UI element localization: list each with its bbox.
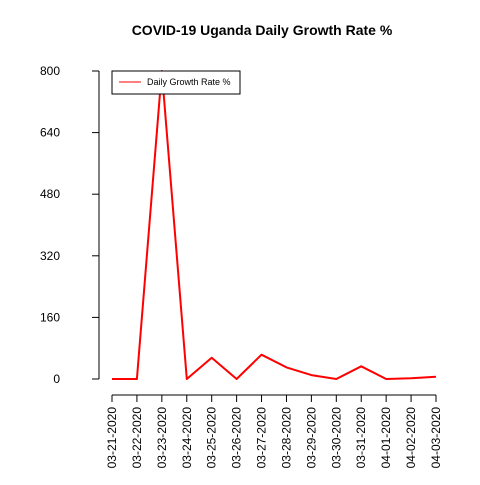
y-axis: 0 160 320 480 640 800 <box>40 64 99 386</box>
series-line <box>112 71 436 379</box>
x-axis: 03-21-2020 03-22-2020 03-23-2020 03-24-2020… <box>105 395 443 468</box>
legend: Daily Growth Rate % <box>112 71 240 94</box>
x-tick-label: 03-29-2020 <box>304 407 318 469</box>
y-tick-label: 480 <box>40 187 60 201</box>
x-tick-label: 03-24-2020 <box>180 407 194 469</box>
x-tick-label: 03-31-2020 <box>354 407 368 469</box>
y-tick-label: 320 <box>40 249 60 263</box>
x-tick-label: 03-28-2020 <box>279 407 293 469</box>
x-tick-label: 03-23-2020 <box>155 407 169 469</box>
x-tick-label: 04-02-2020 <box>404 407 418 469</box>
x-tick-label: 03-27-2020 <box>255 407 269 469</box>
y-tick-label: 160 <box>40 310 60 324</box>
y-tick-label: 800 <box>40 64 60 78</box>
y-tick-label: 640 <box>40 126 60 140</box>
x-tick-label: 03-25-2020 <box>205 407 219 469</box>
x-tick-label: 04-01-2020 <box>379 407 393 469</box>
series-layer <box>112 71 436 379</box>
x-tick-label: 04-03-2020 <box>429 407 443 469</box>
chart-title: COVID-19 Uganda Daily Growth Rate % <box>132 22 393 38</box>
y-tick-label: 0 <box>53 372 60 386</box>
x-tick-label: 03-30-2020 <box>329 407 343 469</box>
x-tick-label: 03-21-2020 <box>105 407 119 469</box>
x-tick-label: 03-26-2020 <box>230 407 244 469</box>
x-tick-label: 03-22-2020 <box>130 407 144 469</box>
legend-label: Daily Growth Rate % <box>147 77 231 87</box>
